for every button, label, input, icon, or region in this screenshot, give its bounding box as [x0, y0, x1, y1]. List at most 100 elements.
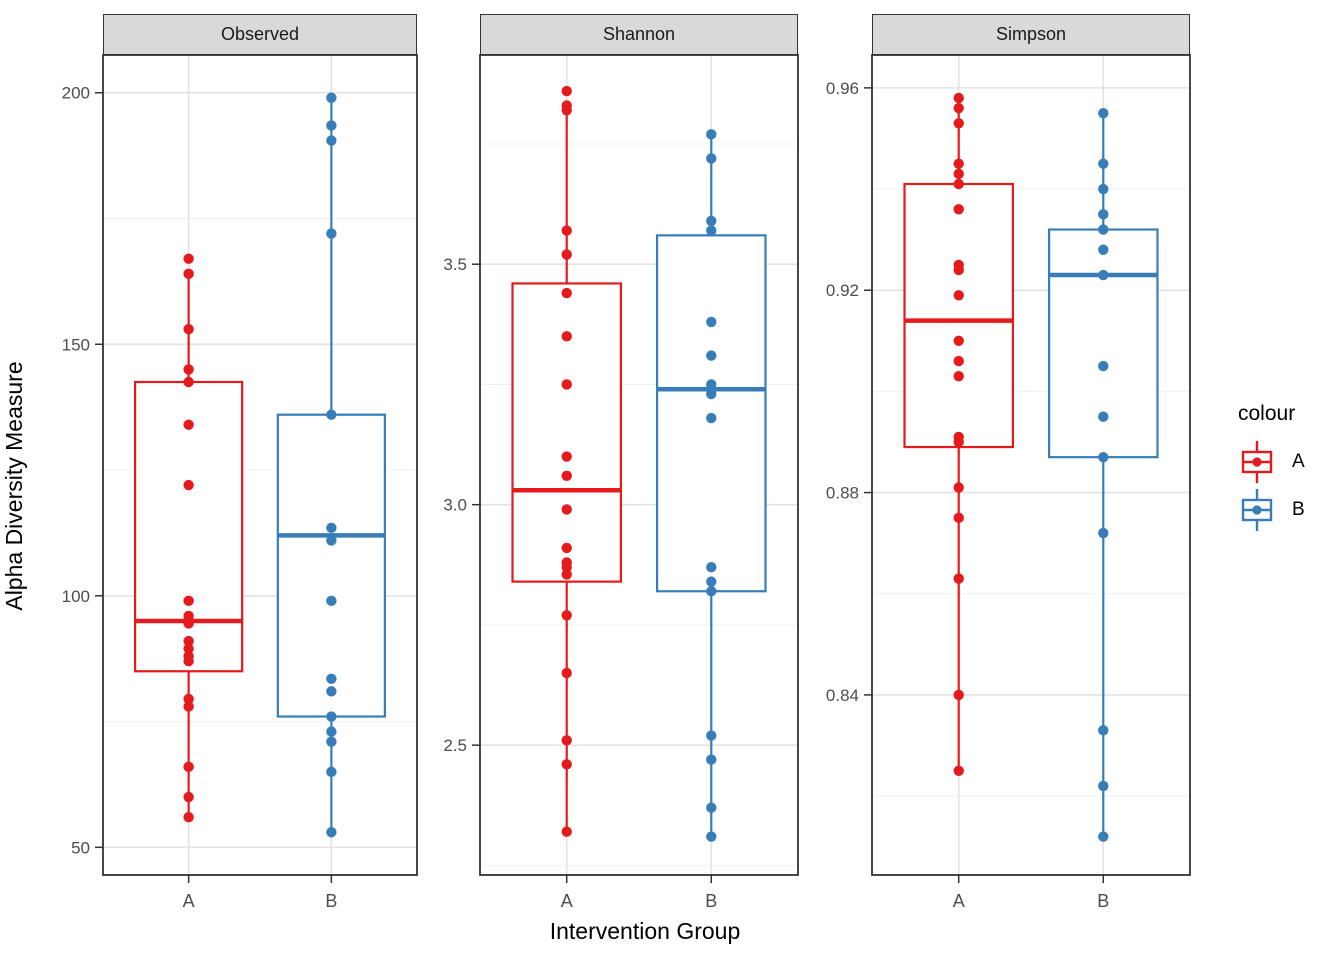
facet-strip-shannon: Shannon: [480, 14, 798, 55]
data-point: [183, 701, 194, 712]
data-point: [706, 802, 717, 813]
x-tick-label: B: [1097, 891, 1109, 911]
data-point: [561, 249, 572, 260]
data-point: [1098, 224, 1109, 235]
data-point: [326, 409, 337, 420]
data-point: [953, 290, 964, 301]
data-point: [183, 655, 194, 667]
data-point: [706, 586, 717, 597]
data-point: [326, 120, 337, 131]
data-point: [1098, 451, 1109, 463]
data-point: [326, 726, 337, 737]
data-point: [561, 379, 572, 390]
y-tick-label: 100: [62, 587, 90, 606]
data-point: [706, 379, 717, 390]
data-point: [953, 689, 964, 701]
facet-label: Shannon: [602, 24, 676, 44]
data-point: [706, 215, 717, 227]
panel-observed: 50 100 150 200 A B: [62, 54, 418, 911]
data-point: [1098, 411, 1109, 422]
data-point: [706, 831, 717, 842]
data-point: [561, 331, 572, 342]
data-point: [953, 436, 964, 448]
x-tick-label: A: [953, 891, 965, 911]
legend-entry-b: B: [1236, 486, 1340, 534]
legend-entry-a: A: [1236, 438, 1340, 486]
data-point: [183, 595, 194, 607]
x-tick-label: A: [561, 891, 573, 911]
data-point: [183, 253, 194, 264]
data-point: [1098, 360, 1109, 372]
data-point: [561, 542, 572, 554]
data-point: [706, 129, 717, 140]
legend-label: A: [1292, 451, 1305, 472]
box: [1047, 228, 1159, 459]
legend-title: colour: [1238, 402, 1296, 425]
data-point: [706, 350, 717, 361]
y-tick-label: 150: [62, 335, 90, 354]
data-point: [183, 376, 194, 388]
data-point: [561, 569, 572, 580]
data-point: [1098, 527, 1109, 539]
panel-border: [871, 54, 1191, 876]
data-point: [706, 576, 717, 587]
data-point: [1098, 183, 1109, 195]
data-point: [326, 228, 337, 239]
data-point: [561, 561, 572, 573]
data-point: [326, 766, 337, 778]
x-tick-label: B: [325, 891, 337, 911]
panel-background: [872, 55, 1190, 875]
facet-label: Simpson: [995, 24, 1067, 44]
data-point: [561, 826, 572, 837]
data-point: [561, 105, 572, 116]
data-point: [326, 827, 337, 838]
x-axis-title: Intervention Group: [549, 918, 741, 944]
data-point: [326, 92, 337, 103]
facet-label: Observed: [220, 24, 300, 44]
data-point: [953, 168, 964, 180]
data-point: [953, 158, 964, 169]
data-point: [326, 135, 337, 146]
data-point: [183, 643, 194, 654]
y-tick-label: 0.96: [826, 79, 859, 98]
data-point: [953, 573, 964, 584]
data-point: [561, 667, 572, 679]
y-tick-label: 3.0: [443, 496, 467, 515]
data-point: [1098, 107, 1109, 119]
data-point: [183, 693, 194, 705]
data-point: [561, 85, 572, 97]
data-point: [706, 561, 717, 573]
box: [276, 413, 386, 718]
data-point: [326, 736, 337, 747]
y-tick-label: 0.88: [826, 484, 859, 503]
y-tick-label: 3.5: [443, 255, 467, 274]
y-tick-label: 2.5: [443, 736, 467, 755]
data-point: [1098, 780, 1109, 792]
boxplot-series-b: [1047, 107, 1159, 842]
y-tick-label: 0.92: [826, 281, 859, 300]
y-tick-label: 50: [71, 838, 90, 857]
data-point: [326, 673, 337, 685]
data-point: [1098, 831, 1109, 842]
legend-key-boxplot-glyph: [1241, 441, 1273, 483]
data-point: [326, 595, 337, 607]
panel-border: [102, 54, 418, 876]
panel-simpson: 0.84 0.88 0.92 0.96 A B: [826, 54, 1191, 911]
data-point: [183, 618, 194, 629]
data-point: [326, 686, 337, 697]
data-point: [326, 711, 337, 722]
data-point: [561, 470, 572, 482]
data-point: [706, 225, 717, 236]
box: [511, 282, 623, 583]
data-point: [561, 735, 572, 746]
facet-strip-observed: Observed: [103, 14, 417, 55]
data-point: [1098, 209, 1109, 220]
data-point: [706, 754, 717, 765]
data-point: [953, 92, 964, 104]
data-point: [1098, 725, 1109, 736]
facet-strip-simpson: Simpson: [872, 14, 1190, 55]
data-point: [953, 118, 964, 129]
y-tick-label: 0.84: [826, 686, 859, 705]
data-point: [183, 479, 194, 491]
